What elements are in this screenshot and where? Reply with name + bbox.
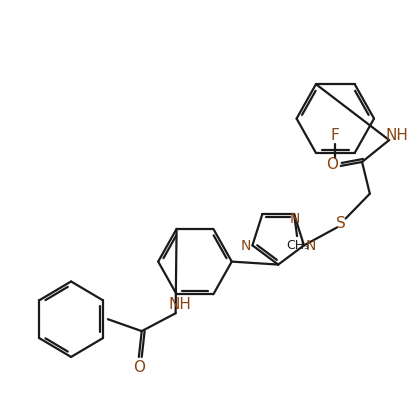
Text: F: F: [330, 128, 339, 143]
Text: N: N: [305, 239, 315, 254]
Text: N: N: [240, 239, 250, 254]
Text: O: O: [325, 158, 337, 173]
Text: NH: NH: [168, 297, 191, 312]
Text: N: N: [289, 212, 299, 226]
Text: O: O: [133, 360, 144, 375]
Text: CH₃: CH₃: [286, 239, 309, 252]
Text: NH: NH: [384, 128, 407, 142]
Text: S: S: [335, 216, 345, 231]
